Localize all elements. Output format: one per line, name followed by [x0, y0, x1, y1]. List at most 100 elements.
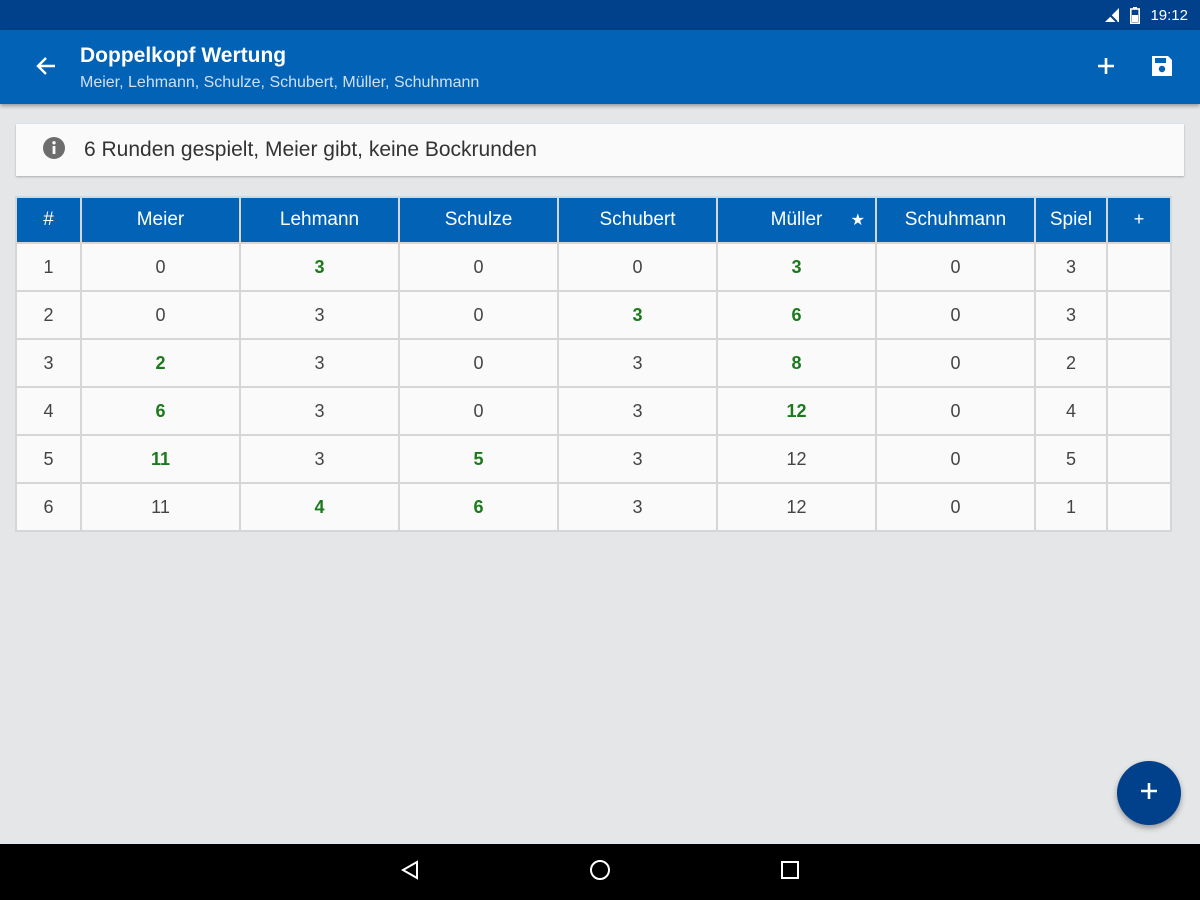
battery-icon: [1130, 6, 1141, 24]
cell-score-schubert: 3: [559, 340, 716, 386]
cell-game-value: 5: [1036, 436, 1106, 482]
cell-score-meier: 6: [82, 388, 239, 434]
dealer-star-icon: ★: [850, 212, 865, 229]
cell-score-mueller: 12: [718, 484, 875, 530]
cell-extra: [1108, 340, 1170, 386]
cell-score-schuhmann: 0: [877, 292, 1034, 338]
cell-extra: [1108, 244, 1170, 290]
header-player-lehmann[interactable]: Lehmann: [241, 198, 398, 242]
header-round-number: #: [17, 198, 80, 242]
save-icon: [1150, 54, 1174, 83]
cell-score-schulze: 0: [400, 388, 557, 434]
cell-score-schulze: 0: [400, 244, 557, 290]
cell-extra: [1108, 388, 1170, 434]
cell-score-lehmann: 3: [241, 340, 398, 386]
cell-score-lehmann: 3: [241, 436, 398, 482]
table-row[interactable]: 5 11 3 5 3 12 0 5: [17, 436, 1170, 482]
cell-score-schulze: 0: [400, 340, 557, 386]
cell-score-lehmann: 3: [241, 388, 398, 434]
info-card: 6 Runden gespielt, Meier gibt, keine Boc…: [16, 124, 1184, 176]
score-table: # Meier Lehmann Schulze Schubert Müller …: [15, 196, 1172, 532]
cell-score-schubert: 3: [559, 292, 716, 338]
cell-score-schuhmann: 0: [877, 484, 1034, 530]
cell-round-number: 2: [17, 292, 80, 338]
cell-score-schulze: 0: [400, 292, 557, 338]
table-header-row: # Meier Lehmann Schulze Schubert Müller …: [17, 198, 1170, 242]
header-player-mueller-label: Müller: [770, 209, 823, 230]
cell-score-meier: 0: [82, 244, 239, 290]
header-player-mueller[interactable]: Müller ★: [718, 198, 875, 242]
recents-square-icon: [780, 860, 800, 885]
add-icon: [1139, 781, 1159, 806]
app-bar: Doppelkopf Wertung Meier, Lehmann, Schul…: [0, 30, 1200, 104]
cell-score-lehmann: 3: [241, 292, 398, 338]
back-button[interactable]: [30, 52, 62, 84]
header-player-schubert[interactable]: Schubert: [559, 198, 716, 242]
cell-score-mueller: 3: [718, 244, 875, 290]
header-player-schuhmann[interactable]: Schuhmann: [877, 198, 1034, 242]
cell-game-value: 4: [1036, 388, 1106, 434]
cell-game-value: 2: [1036, 340, 1106, 386]
cell-game-value: 3: [1036, 292, 1106, 338]
cell-extra: [1108, 436, 1170, 482]
cell-score-lehmann: 3: [241, 244, 398, 290]
system-nav-bar: [0, 844, 1200, 900]
cell-round-number: 3: [17, 340, 80, 386]
cell-score-schubert: 3: [559, 388, 716, 434]
cell-score-schulze: 5: [400, 436, 557, 482]
cell-score-schuhmann: 0: [877, 436, 1034, 482]
cell-extra: [1108, 292, 1170, 338]
table-row[interactable]: 4 6 3 0 3 12 0 4: [17, 388, 1170, 434]
table-body: 1 0 3 0 0 3 0 3 2 0 3 0 3 6 0 3 3 2 3 0 3 8 0 2 4 6 3 0 3 12 0 4 5 11 3 5 3 1…: [17, 244, 1170, 530]
header-player-meier[interactable]: Meier: [82, 198, 239, 242]
cell-score-mueller: 12: [718, 388, 875, 434]
status-time: 19:12: [1150, 6, 1188, 24]
cell-score-lehmann: 4: [241, 484, 398, 530]
cell-score-schubert: 3: [559, 436, 716, 482]
cell-score-schubert: 3: [559, 484, 716, 530]
cell-score-schuhmann: 0: [877, 340, 1034, 386]
cell-score-meier: 11: [82, 436, 239, 482]
header-add-column[interactable]: +: [1108, 198, 1170, 242]
info-icon: [42, 136, 66, 165]
header-game: Spiel: [1036, 198, 1106, 242]
save-button[interactable]: [1146, 52, 1178, 84]
status-bar: 19:12: [0, 0, 1200, 30]
add-icon: [1096, 56, 1116, 81]
page-title: Doppelkopf Wertung: [80, 44, 287, 67]
cell-round-number: 1: [17, 244, 80, 290]
cell-round-number: 5: [17, 436, 80, 482]
add-round-fab[interactable]: [1117, 761, 1181, 825]
table-row[interactable]: 6 11 4 6 3 12 0 1: [17, 484, 1170, 530]
nav-recents-button[interactable]: [776, 858, 804, 886]
cell-extra: [1108, 484, 1170, 530]
info-text: 6 Runden gespielt, Meier gibt, keine Boc…: [84, 138, 537, 161]
plus-icon: +: [1133, 209, 1145, 229]
signal-icon: [1102, 7, 1120, 23]
back-triangle-icon: [399, 859, 421, 886]
cell-score-schuhmann: 0: [877, 388, 1034, 434]
arrow-back-icon: [35, 55, 57, 82]
add-round-button[interactable]: [1090, 52, 1122, 84]
cell-score-mueller: 6: [718, 292, 875, 338]
cell-score-meier: 11: [82, 484, 239, 530]
cell-game-value: 3: [1036, 244, 1106, 290]
cell-score-meier: 0: [82, 292, 239, 338]
header-player-schulze[interactable]: Schulze: [400, 198, 557, 242]
home-circle-icon: [589, 859, 611, 886]
cell-score-schulze: 6: [400, 484, 557, 530]
cell-round-number: 4: [17, 388, 80, 434]
cell-score-mueller: 8: [718, 340, 875, 386]
cell-score-schubert: 0: [559, 244, 716, 290]
nav-back-button[interactable]: [396, 858, 424, 886]
cell-score-mueller: 12: [718, 436, 875, 482]
cell-round-number: 6: [17, 484, 80, 530]
cell-game-value: 1: [1036, 484, 1106, 530]
page-subtitle: Meier, Lehmann, Schulze, Schubert, Mülle…: [80, 74, 480, 91]
nav-home-button[interactable]: [586, 858, 614, 886]
cell-score-schuhmann: 0: [877, 244, 1034, 290]
cell-score-meier: 2: [82, 340, 239, 386]
